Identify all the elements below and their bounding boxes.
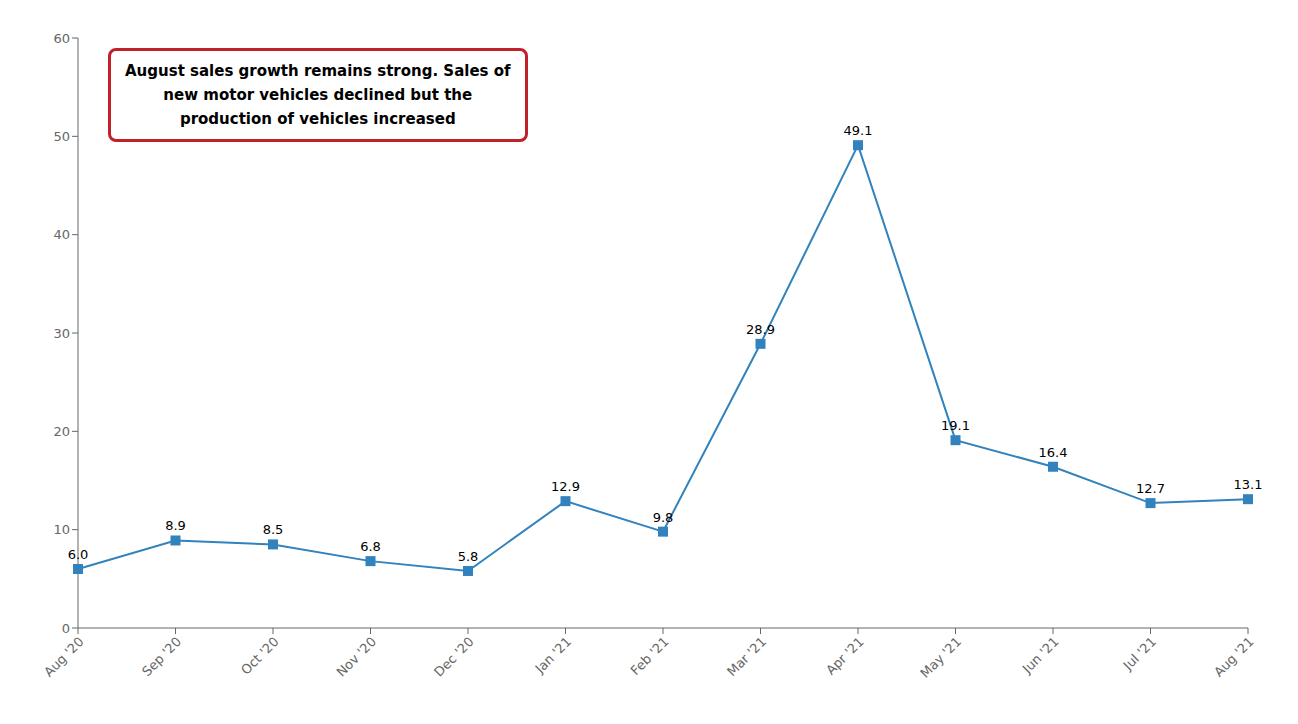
svg-text:Aug '21: Aug '21 [1211, 634, 1257, 680]
svg-text:Jun '21: Jun '21 [1019, 634, 1062, 677]
svg-text:Mar '21: Mar '21 [724, 634, 769, 679]
svg-text:Jul '21: Jul '21 [1120, 634, 1160, 674]
svg-text:Aug '20: Aug '20 [41, 634, 87, 680]
svg-text:50: 50 [53, 129, 70, 144]
svg-text:49.1: 49.1 [844, 123, 873, 138]
svg-text:Nov '20: Nov '20 [333, 634, 379, 680]
svg-text:40: 40 [53, 227, 70, 242]
svg-text:10: 10 [53, 522, 70, 537]
svg-text:12.9: 12.9 [551, 479, 580, 494]
svg-text:6.8: 6.8 [360, 539, 381, 554]
svg-text:Apr '21: Apr '21 [823, 634, 867, 678]
svg-text:Oct '20: Oct '20 [238, 634, 282, 678]
svg-text:30: 30 [53, 326, 70, 341]
svg-text:Jan '21: Jan '21 [532, 634, 575, 677]
svg-text:Sep '20: Sep '20 [139, 634, 184, 679]
svg-text:8.9: 8.9 [165, 518, 186, 533]
svg-text:13.1: 13.1 [1234, 477, 1263, 492]
svg-text:19.1: 19.1 [941, 418, 970, 433]
svg-text:28.9: 28.9 [746, 322, 775, 337]
svg-text:16.4: 16.4 [1039, 445, 1068, 460]
svg-text:12.7: 12.7 [1136, 481, 1165, 496]
svg-text:Feb '21: Feb '21 [628, 634, 672, 678]
svg-text:0: 0 [62, 621, 70, 636]
svg-text:May '21: May '21 [917, 634, 964, 681]
svg-text:20: 20 [53, 424, 70, 439]
svg-text:8.5: 8.5 [263, 522, 284, 537]
svg-text:Dec '20: Dec '20 [431, 634, 477, 680]
svg-text:9.8: 9.8 [653, 510, 674, 525]
svg-text:5.8: 5.8 [458, 549, 479, 564]
html-text:August sales growth remains st: August sales growth remains strong. Sale… [125, 62, 511, 128]
svg-text:6.0: 6.0 [68, 547, 89, 562]
svg-text:60: 60 [53, 31, 70, 46]
